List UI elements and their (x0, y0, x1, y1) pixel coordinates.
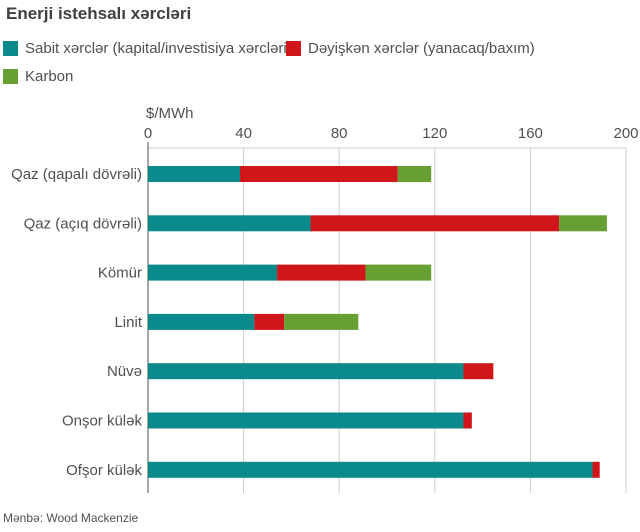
x-tick-label: 200 (613, 125, 638, 142)
bar-segment-variable (592, 461, 600, 478)
bar-segment-fixed (148, 166, 241, 182)
bar-segment-carbon (365, 264, 432, 281)
source-note: Mənbə: Wood Mackenzie (3, 511, 139, 525)
x-tick-label: 80 (331, 125, 348, 142)
category-label: Nüvə (107, 363, 142, 380)
legend-label-carbon: Karbon (25, 68, 74, 85)
category-label: Ofşor külək (66, 462, 142, 479)
bar-segment-fixed (148, 461, 593, 478)
bar-segment-variable (310, 215, 560, 232)
bar-segment-fixed (148, 313, 255, 330)
bar-segment-carbon (284, 313, 359, 330)
bar-segment-fixed (148, 264, 278, 281)
category-label: Kömür (98, 265, 142, 282)
x-tick-label: 40 (235, 125, 252, 142)
legend-swatch-carbon (3, 69, 18, 84)
bar-segment-fixed (148, 215, 311, 232)
bar-segment-carbon (559, 215, 607, 232)
legend-swatch-fixed-costs (3, 41, 18, 56)
legend-item-fixed-costs: Sabit xərclər (kapital/investisiya xərcl… (3, 40, 292, 57)
bar-segment-variable (254, 313, 285, 330)
legend-item-carbon: Karbon (3, 68, 73, 85)
bar-segment-variable (277, 264, 366, 281)
legend-label-variable-costs: Dəyişkən xərclər (yanacaq/baxım) (308, 40, 535, 57)
unit-label: $/MWh (146, 105, 194, 122)
bar-segment-fixed (148, 363, 464, 380)
category-label: Linit (114, 314, 142, 331)
bar-segment-variable (463, 412, 472, 429)
category-label: Qaz (açıq dövrəli) (24, 215, 142, 232)
x-tick-label: 160 (518, 125, 543, 142)
legend-label-fixed-costs: Sabit xərclər (kapital/investisiya xərcl… (25, 40, 292, 57)
category-label: Qaz (qapalı dövrəli) (11, 166, 142, 183)
category-label: Onşor külək (62, 413, 143, 430)
x-tick-label: 120 (422, 125, 447, 142)
bar-segment-carbon (397, 166, 432, 182)
bar-segment-variable (463, 363, 494, 380)
legend-item-variable-costs: Dəyişkən xərclər (yanacaq/baxım) (286, 40, 535, 57)
bar-segment-fixed (148, 412, 464, 429)
chart-title: Enerji istehsalı xərcləri (6, 4, 192, 23)
bar-segment-variable (240, 166, 398, 182)
legend-swatch-variable-costs (286, 41, 301, 56)
x-tick-label: 0 (144, 125, 152, 142)
